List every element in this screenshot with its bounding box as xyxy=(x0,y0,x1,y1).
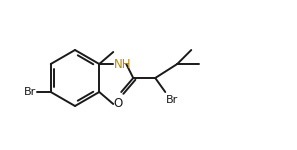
Text: NH: NH xyxy=(114,57,132,70)
Text: O: O xyxy=(114,97,123,110)
Text: Br: Br xyxy=(23,87,36,97)
Text: Br: Br xyxy=(166,95,178,105)
